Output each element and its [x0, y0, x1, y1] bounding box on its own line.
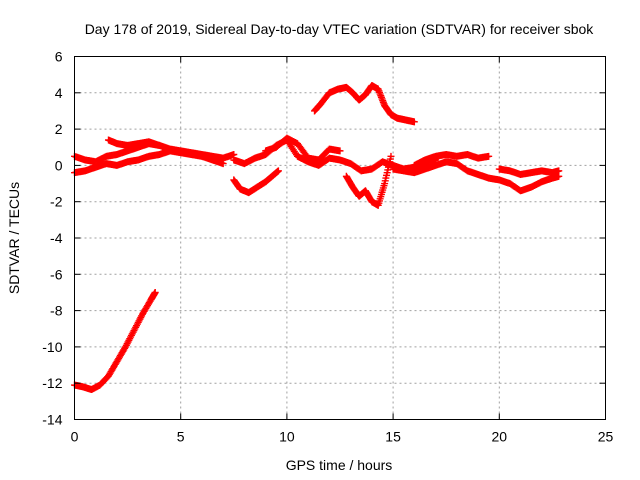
- y-tick-label: -6: [50, 266, 63, 282]
- series-segment-mid-dip: [230, 167, 282, 197]
- series-segment-1-4: [104, 136, 163, 149]
- data-point: [485, 152, 493, 160]
- data-point: [151, 288, 159, 296]
- axis-ticks: -14 -12 -10 -8 -6 -4 -2 0 2 4 6 0 5 10 15 20 25: [42, 49, 613, 445]
- x-axis-label: GPS time / hours: [286, 457, 393, 473]
- y-axis-label: SDTVAR / TECUs: [6, 182, 22, 294]
- data-points: [71, 82, 563, 394]
- y-tick-label: 6: [55, 49, 63, 65]
- x-tick-label: 0: [71, 429, 79, 445]
- y-tick-label: 2: [55, 121, 63, 137]
- y-tick-label: 4: [55, 85, 63, 101]
- data-point: [155, 141, 163, 149]
- series-segment-early-descent: [71, 288, 159, 394]
- data-point: [274, 167, 282, 175]
- x-tick-label: 5: [177, 429, 185, 445]
- series-segment-mid-upper: [262, 134, 344, 164]
- y-tick-label: -8: [50, 303, 63, 319]
- series-segment-low-dip: [342, 152, 395, 209]
- data-point: [555, 167, 563, 175]
- x-tick-label: 25: [598, 429, 614, 445]
- data-point: [336, 147, 344, 155]
- x-tick-label: 15: [385, 429, 401, 445]
- series-segment-late-upper: [410, 151, 493, 169]
- y-tick-label: -2: [50, 194, 63, 210]
- series-segment-late: [389, 158, 563, 195]
- x-tick-label: 20: [492, 429, 508, 445]
- y-tick-label: -10: [42, 339, 62, 355]
- series-segment-late-band: [495, 165, 563, 178]
- data-point: [387, 152, 395, 160]
- y-tick-label: -4: [50, 230, 63, 246]
- x-tick-label: 10: [279, 429, 295, 445]
- series-segment-high: [311, 82, 418, 126]
- chart-title: Day 178 of 2019, Sidereal Day-to-day VTE…: [85, 21, 595, 37]
- data-point: [410, 118, 418, 126]
- y-tick-label: -14: [42, 412, 62, 428]
- y-tick-label: -12: [42, 375, 62, 391]
- grid: [74, 56, 606, 420]
- y-tick-label: 0: [55, 157, 63, 173]
